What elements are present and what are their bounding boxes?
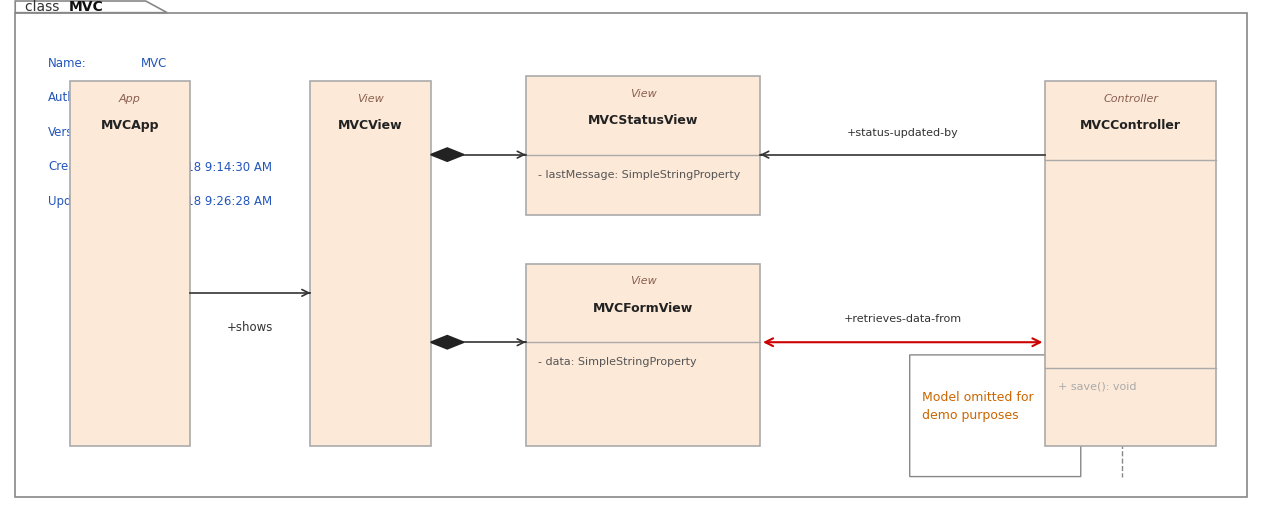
Text: Name:: Name: — [48, 57, 87, 70]
Polygon shape — [431, 336, 464, 349]
Text: carl_000: carl_000 — [141, 91, 190, 104]
Text: App: App — [119, 94, 141, 104]
Bar — [526, 264, 760, 446]
Polygon shape — [910, 355, 1081, 477]
Text: - lastMessage: SimpleStringProperty: - lastMessage: SimpleStringProperty — [538, 170, 741, 180]
Text: + save(): void: + save(): void — [1058, 382, 1136, 392]
Text: class: class — [25, 0, 65, 14]
Bar — [526, 76, 760, 215]
Text: - data: SimpleStringProperty: - data: SimpleStringProperty — [538, 357, 697, 368]
Bar — [1045, 81, 1216, 446]
Text: MVC: MVC — [68, 0, 103, 14]
Text: Model omitted for
demo purposes: Model omitted for demo purposes — [922, 390, 1034, 421]
Text: Controller: Controller — [1104, 94, 1158, 104]
Polygon shape — [1049, 355, 1081, 368]
Text: MVC: MVC — [141, 57, 167, 70]
Text: MVCController: MVCController — [1081, 119, 1181, 132]
Text: 1.0: 1.0 — [141, 126, 160, 139]
Text: Version:: Version: — [48, 126, 95, 139]
Text: MVCApp: MVCApp — [100, 119, 160, 132]
Text: Updated:: Updated: — [48, 195, 103, 208]
Text: +retrieves-data-from: +retrieves-data-from — [844, 314, 962, 324]
Text: MVCFormView: MVCFormView — [593, 302, 693, 315]
Text: Author:: Author: — [48, 91, 91, 104]
Text: MVCStatusView: MVCStatusView — [588, 114, 698, 127]
Polygon shape — [15, 1, 167, 13]
Text: +shows: +shows — [227, 321, 274, 334]
Text: View: View — [357, 94, 384, 104]
Text: View: View — [630, 89, 656, 99]
Bar — [70, 81, 190, 446]
Text: +status-updated-by: +status-updated-by — [846, 128, 959, 138]
Text: View: View — [630, 276, 656, 286]
Polygon shape — [431, 148, 464, 161]
Text: MVCView: MVCView — [338, 119, 403, 132]
Bar — [310, 81, 431, 446]
Text: 8/12/2018 9:26:28 AM: 8/12/2018 9:26:28 AM — [141, 195, 271, 208]
Text: 8/12/2018 9:14:30 AM: 8/12/2018 9:14:30 AM — [141, 160, 271, 173]
Text: Created:: Created: — [48, 160, 99, 173]
